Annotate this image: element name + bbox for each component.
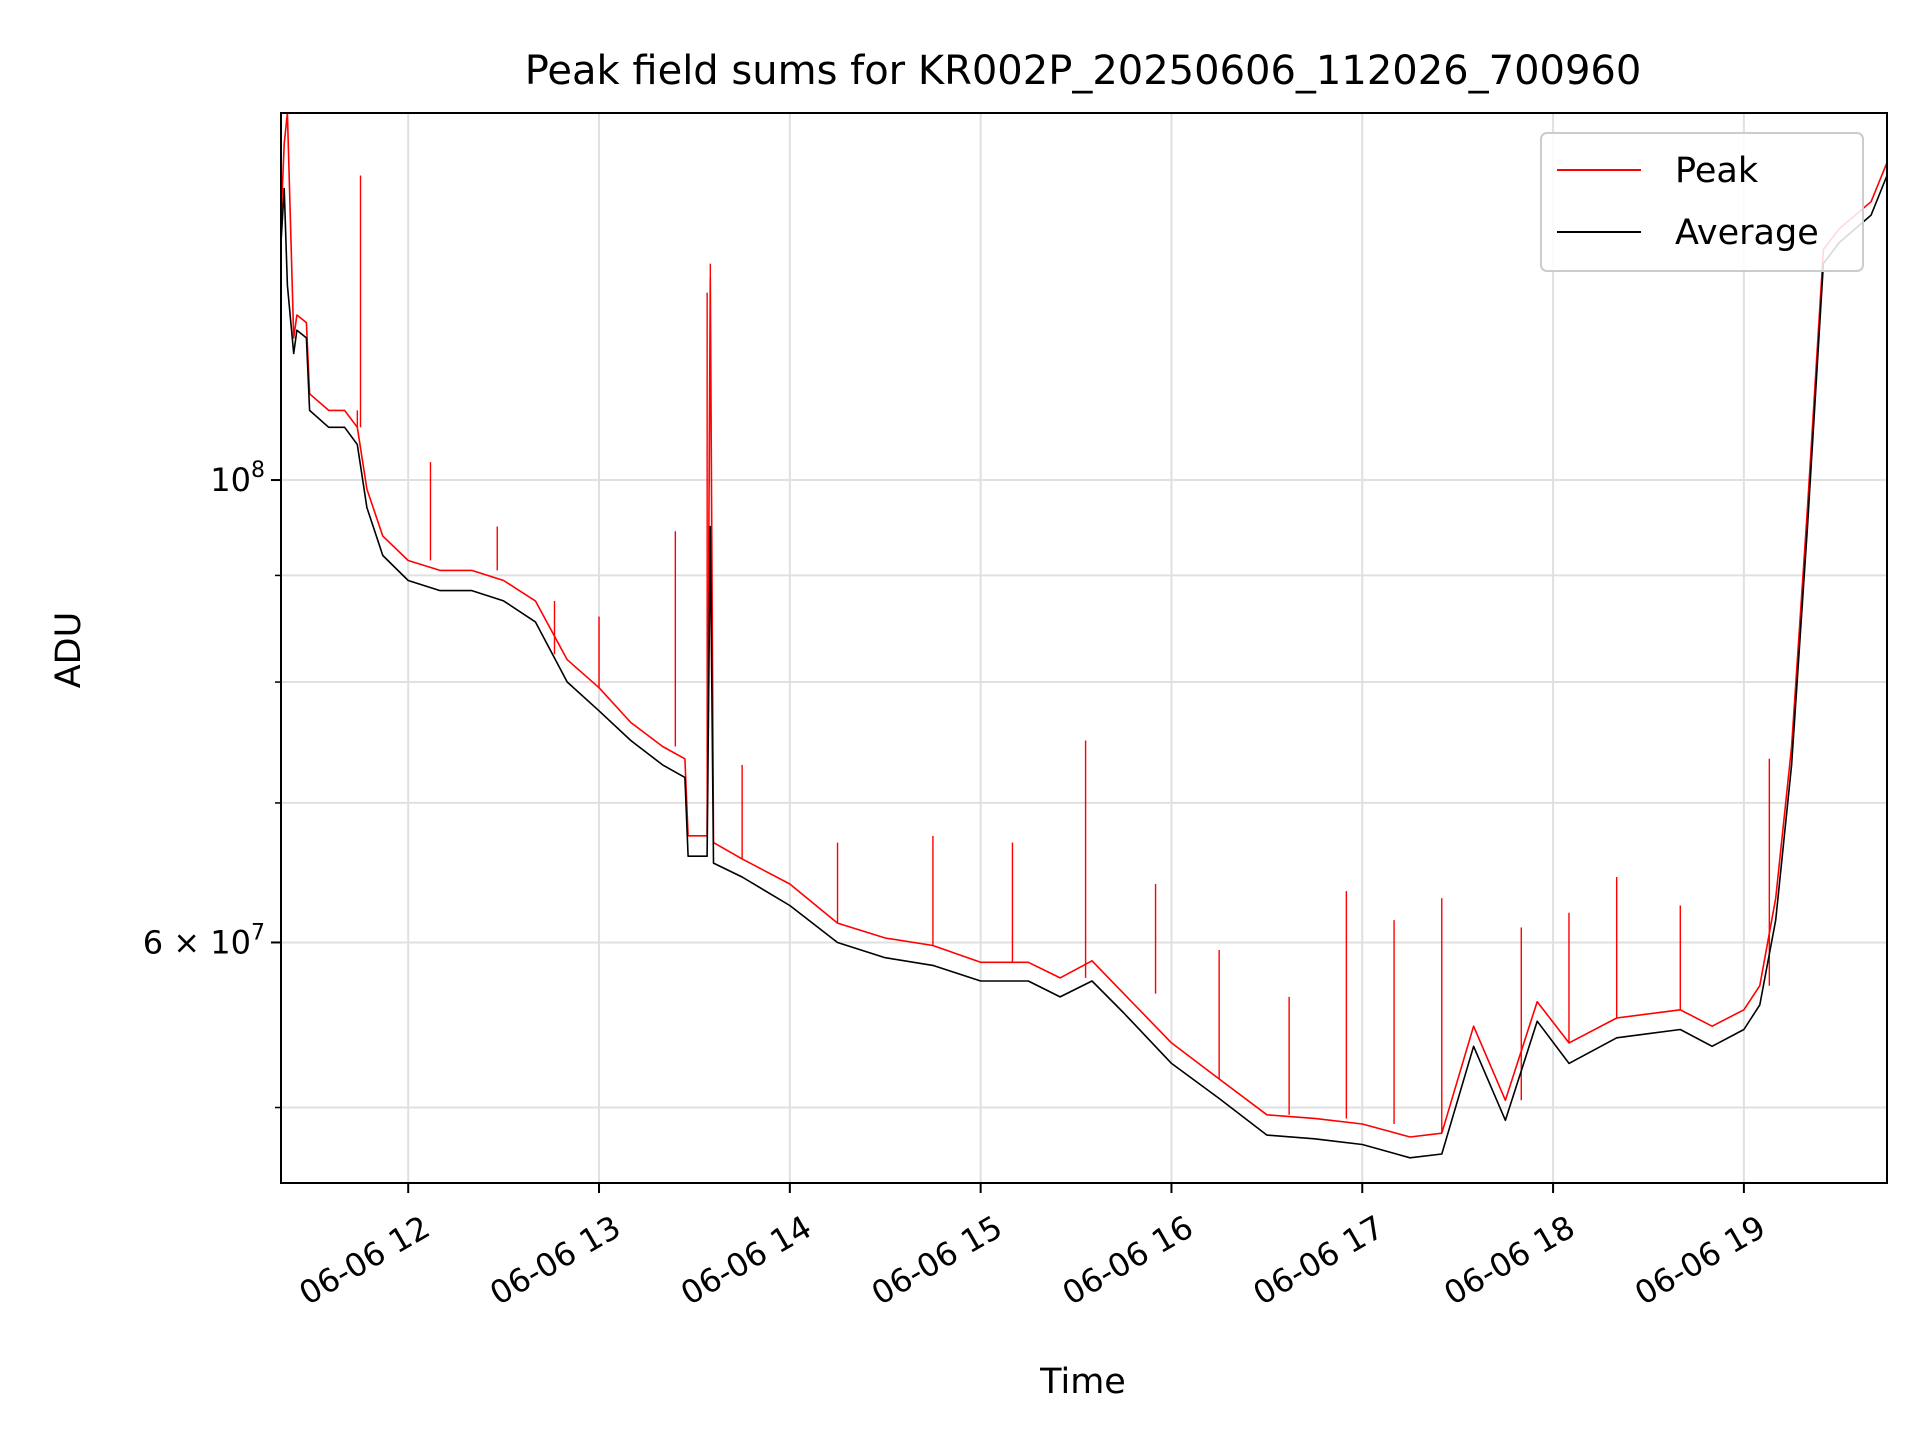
y-tick-times: × bbox=[163, 923, 210, 961]
plot-area bbox=[280, 112, 1888, 1159]
legend-label-average: Average bbox=[1675, 213, 1819, 253]
y-axis-label: ADU bbox=[49, 612, 89, 689]
y-tick-base: 10 bbox=[210, 923, 251, 961]
series-average-line bbox=[280, 175, 1888, 1159]
y-tick-exponent: 8 bbox=[251, 458, 265, 483]
y-tick-mantissa: 6 bbox=[143, 923, 163, 961]
series-peak bbox=[280, 112, 1888, 1138]
legend-label-peak: Peak bbox=[1675, 151, 1759, 191]
series-peak-line bbox=[280, 112, 1888, 1138]
y-tick-label: 6 × 107 bbox=[143, 920, 265, 961]
y-tick-exponent: 7 bbox=[251, 920, 265, 945]
axes-frame bbox=[280, 112, 1888, 1184]
series-average bbox=[280, 175, 1888, 1159]
chart-title: Peak field sums for KR002P_20250606_1120… bbox=[525, 48, 1642, 94]
y-tick-base: 10 bbox=[210, 461, 251, 499]
legend: Peak Average bbox=[1540, 132, 1864, 272]
x-axis-label: Time bbox=[1039, 1362, 1126, 1402]
legend-box bbox=[1540, 132, 1864, 272]
y-tick-label: 108 bbox=[210, 458, 265, 499]
grid bbox=[281, 113, 1887, 1183]
